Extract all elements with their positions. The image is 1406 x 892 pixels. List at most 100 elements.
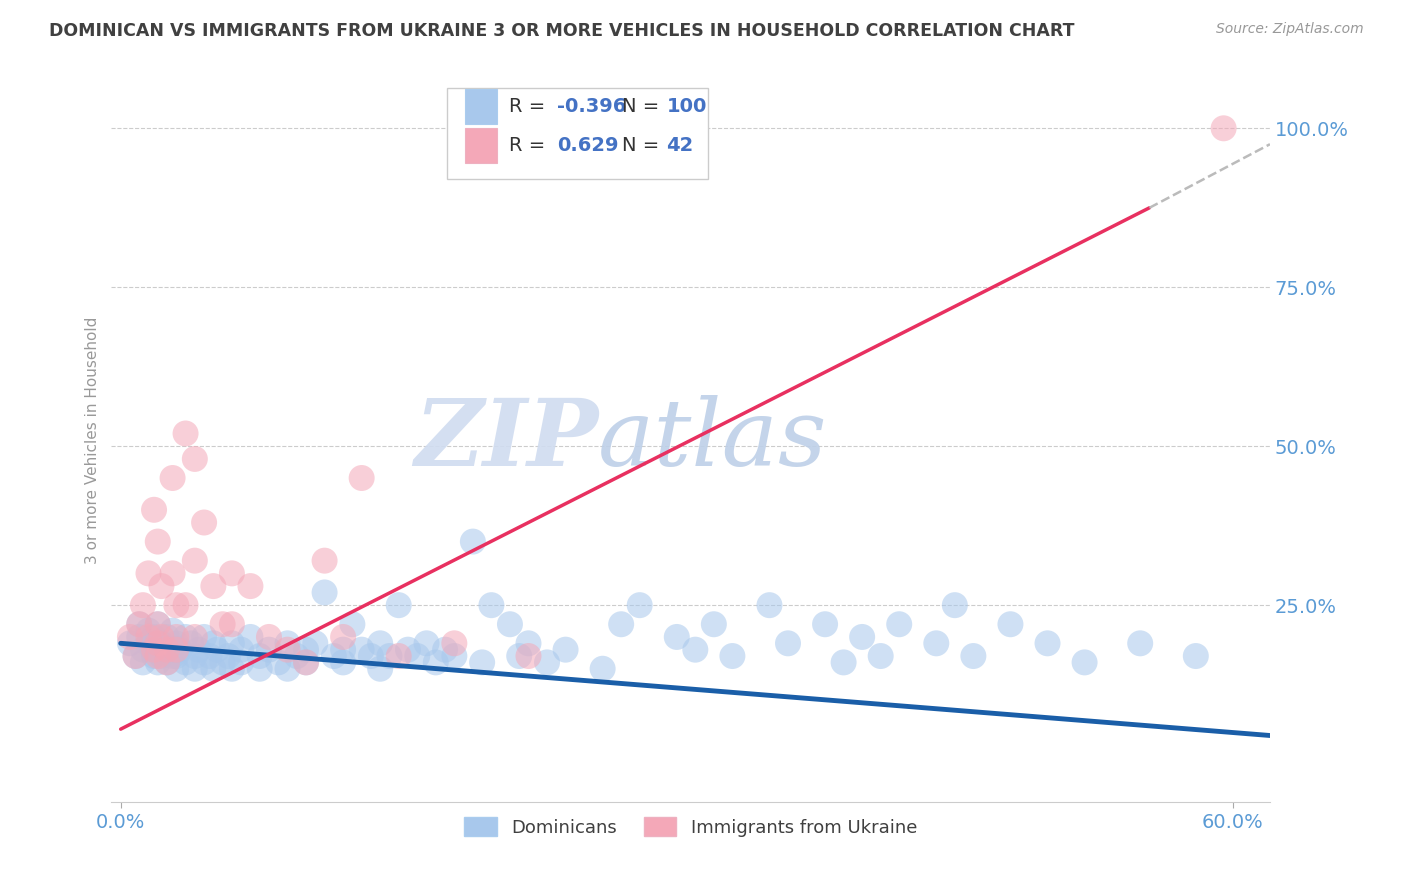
Point <box>184 648 207 663</box>
Point <box>165 662 187 676</box>
Point <box>138 624 160 638</box>
Point <box>406 648 429 663</box>
Point <box>165 648 187 663</box>
Text: 42: 42 <box>666 136 693 155</box>
Point <box>169 642 191 657</box>
Point <box>239 579 262 593</box>
Point <box>146 617 169 632</box>
Point <box>295 642 318 657</box>
Point <box>146 656 169 670</box>
Point <box>332 642 354 657</box>
Point <box>165 630 187 644</box>
Point <box>285 648 308 663</box>
Point <box>388 598 411 612</box>
Point <box>138 566 160 581</box>
Point <box>332 630 354 644</box>
Point <box>162 624 184 638</box>
Point <box>221 617 243 632</box>
Point <box>165 636 187 650</box>
Point <box>231 656 253 670</box>
Point <box>814 617 837 632</box>
FancyBboxPatch shape <box>465 89 498 124</box>
Point <box>202 579 225 593</box>
Point <box>198 648 221 663</box>
Point <box>443 636 465 650</box>
Point <box>267 656 290 670</box>
Point <box>184 662 207 676</box>
Point <box>162 471 184 485</box>
Point <box>146 534 169 549</box>
Point <box>342 617 364 632</box>
Point <box>211 656 233 670</box>
Point <box>156 642 179 657</box>
Point <box>249 662 271 676</box>
Point <box>118 630 141 644</box>
Point <box>295 656 318 670</box>
Point <box>143 642 166 657</box>
Text: R =: R = <box>509 96 551 116</box>
Point <box>184 554 207 568</box>
Point <box>471 656 494 670</box>
Point <box>180 636 202 650</box>
Legend: Dominicans, Immigrants from Ukraine: Dominicans, Immigrants from Ukraine <box>457 810 925 844</box>
Text: Source: ZipAtlas.com: Source: ZipAtlas.com <box>1216 22 1364 37</box>
Point <box>350 471 373 485</box>
Point <box>368 662 391 676</box>
Point <box>304 636 326 650</box>
Point <box>554 642 576 657</box>
Point <box>257 630 280 644</box>
Point <box>1073 656 1095 670</box>
Point <box>156 630 179 644</box>
Point <box>1000 617 1022 632</box>
Point <box>138 630 160 644</box>
Point <box>124 648 146 663</box>
Point <box>146 636 169 650</box>
Point <box>217 648 239 663</box>
Point <box>276 636 298 650</box>
Point <box>276 662 298 676</box>
Text: N =: N = <box>623 136 666 155</box>
Point <box>211 617 233 632</box>
Text: atlas: atlas <box>598 395 828 485</box>
Point <box>1185 648 1208 663</box>
Point <box>138 636 160 650</box>
Point <box>174 630 197 644</box>
Point <box>184 451 207 466</box>
Point <box>174 598 197 612</box>
Point <box>368 636 391 650</box>
Point <box>146 642 169 657</box>
Point <box>143 630 166 644</box>
Point <box>962 648 984 663</box>
Point <box>150 579 173 593</box>
Y-axis label: 3 or more Vehicles in Household: 3 or more Vehicles in Household <box>86 316 100 564</box>
Point <box>193 630 215 644</box>
Point <box>162 566 184 581</box>
Point <box>665 630 688 644</box>
Point <box>221 636 243 650</box>
Point <box>851 630 873 644</box>
Point <box>388 648 411 663</box>
Text: -0.396: -0.396 <box>557 96 627 116</box>
Point <box>174 656 197 670</box>
Point <box>150 648 173 663</box>
Point <box>165 642 187 657</box>
Point <box>536 656 558 670</box>
Point <box>776 636 799 650</box>
Point <box>314 585 336 599</box>
Point <box>143 648 166 663</box>
Point <box>1036 636 1059 650</box>
Point <box>187 642 209 657</box>
Point <box>221 566 243 581</box>
Point <box>721 648 744 663</box>
Point <box>193 656 215 670</box>
Text: N =: N = <box>623 96 666 116</box>
Point <box>124 648 146 663</box>
Point <box>517 636 540 650</box>
Point <box>118 636 141 650</box>
Point <box>1212 121 1234 136</box>
Point <box>146 648 169 663</box>
Text: 100: 100 <box>666 96 707 116</box>
Point <box>132 642 155 657</box>
Point <box>202 662 225 676</box>
Point <box>332 656 354 670</box>
